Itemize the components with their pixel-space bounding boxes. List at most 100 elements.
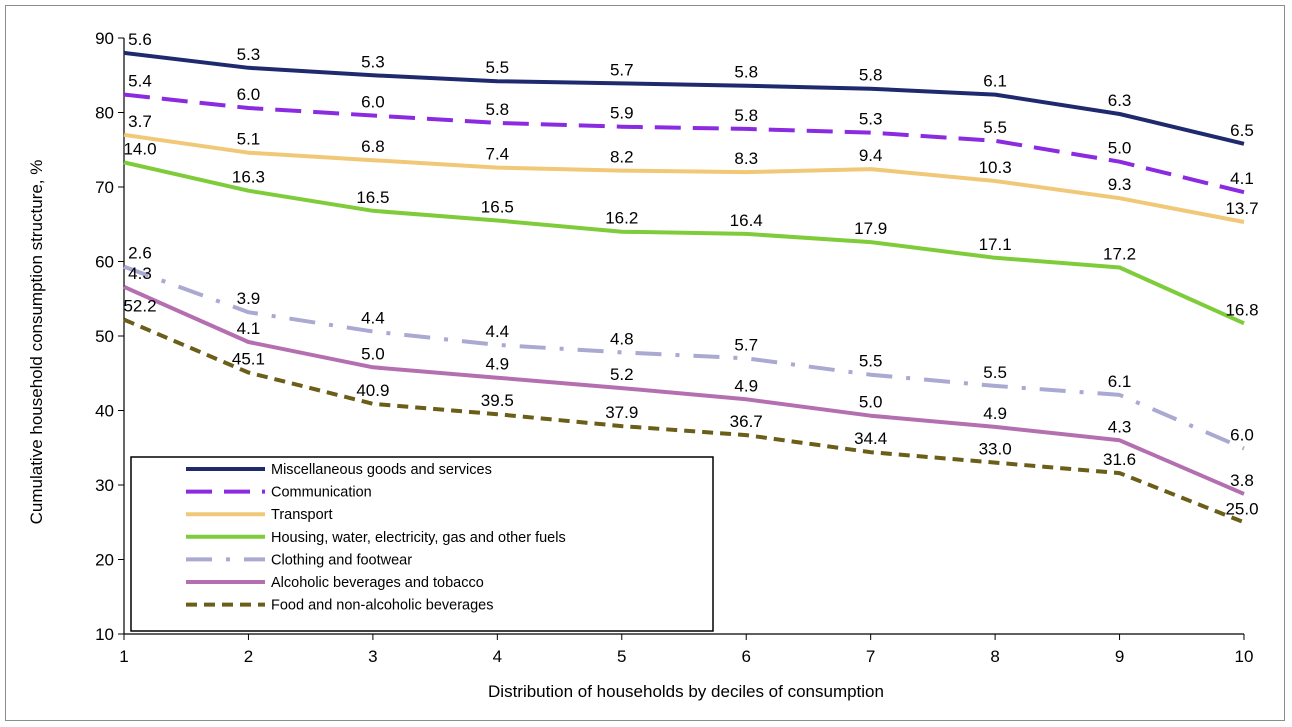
data-label: 4.9 (983, 404, 1007, 423)
data-label: 3.7 (128, 112, 152, 131)
data-label: 5.5 (859, 352, 883, 371)
legend-label: Food and non-alcoholic beverages (271, 598, 493, 614)
legend-label: Clothing and footwear (271, 552, 412, 568)
data-label: 5.0 (361, 344, 385, 363)
data-label: 9.4 (859, 146, 883, 165)
data-label: 5.2 (610, 365, 634, 384)
series-line-4 (123, 264, 1245, 451)
data-label: 5.6 (128, 30, 152, 49)
data-label: 6.1 (1108, 372, 1132, 391)
legend-label: Transport (271, 507, 333, 523)
x-tick-label: 8 (990, 647, 999, 666)
data-label: 31.6 (1103, 450, 1136, 469)
data-label: 3.9 (237, 289, 261, 308)
data-label: 5.5 (486, 58, 510, 77)
data-label: 3.8 (1230, 471, 1254, 490)
data-label: 16.5 (356, 188, 389, 207)
x-axis-title: Distribution of households by deciles of… (488, 682, 884, 701)
y-axis-title: Cumulative household consumption structu… (27, 160, 46, 525)
data-label: 6.3 (1108, 91, 1132, 110)
data-label: 5.9 (610, 104, 634, 123)
data-label: 5.5 (983, 118, 1007, 137)
x-tick-label: 5 (617, 647, 626, 666)
data-label: 6.0 (1230, 425, 1254, 444)
data-label: 6.5 (1230, 121, 1254, 140)
data-label: 14.0 (123, 139, 156, 158)
data-label: 17.1 (979, 235, 1012, 254)
x-tick-label: 10 (1235, 647, 1254, 666)
data-label: 5.7 (610, 60, 634, 79)
data-label: 34.4 (854, 429, 887, 448)
legend-label: Housing, water, electricity, gas and oth… (271, 530, 566, 546)
data-label: 37.9 (605, 403, 638, 422)
data-label: 7.4 (486, 145, 510, 164)
data-label: 52.2 (123, 297, 156, 316)
y-tick-label: 90 (95, 29, 114, 48)
x-tick-label: 7 (866, 647, 875, 666)
x-tick-label: 4 (493, 647, 502, 666)
axes: 10 20 30 40 50 60 70 80 90 1 2 3 4 5 6 7 8 9 10 (95, 29, 1253, 666)
data-label: 5.3 (237, 45, 261, 64)
data-label: 4.4 (486, 322, 510, 341)
data-labels: 5.6 5.3 5.3 5.5 5.7 5.8 5.8 6.1 6.3 6.5 5.4 6.0 6.0 5… (123, 30, 1258, 518)
legend-label: Communication (271, 485, 372, 501)
data-label: 5.5 (983, 363, 1007, 382)
data-label: 5.8 (486, 100, 510, 119)
data-label: 16.2 (605, 209, 638, 228)
data-label: 5.8 (734, 106, 758, 125)
data-label: 9.3 (1108, 175, 1132, 194)
data-label: 16.4 (730, 211, 763, 230)
series-line-3 (123, 160, 1245, 326)
y-tick-label: 60 (95, 253, 114, 272)
y-tick-label: 70 (95, 178, 114, 197)
data-label: 2.6 (128, 244, 152, 263)
data-label: 4.9 (486, 355, 510, 374)
y-tick-label: 80 (95, 104, 114, 123)
chart-frame (5, 5, 1285, 721)
x-tick-label: 9 (1115, 647, 1124, 666)
y-tick-label: 30 (95, 476, 114, 495)
y-tick-label: 40 (95, 402, 114, 421)
series-line-5 (123, 284, 1245, 496)
y-tick-label: 20 (95, 551, 114, 570)
data-label: 4.9 (734, 376, 758, 395)
data-label: 5.4 (128, 72, 152, 91)
data-label: 39.5 (481, 391, 514, 410)
data-label: 6.0 (237, 85, 261, 104)
data-label: 4.1 (237, 319, 261, 338)
data-label: 4.8 (610, 329, 634, 348)
series-line-6 (123, 317, 1245, 525)
legend-box (130, 456, 714, 632)
series-lines (123, 50, 1245, 525)
y-tick-label: 50 (95, 327, 114, 346)
series-line-2 (123, 132, 1245, 224)
data-label: 4.4 (361, 309, 385, 328)
data-label: 16.8 (1225, 300, 1258, 319)
data-label: 45.1 (232, 350, 265, 369)
data-label: 5.0 (1108, 139, 1132, 158)
x-tick-label: 6 (741, 647, 750, 666)
data-label: 6.0 (361, 92, 385, 111)
data-label: 10.3 (979, 158, 1012, 177)
data-label: 5.0 (859, 393, 883, 412)
legend: Miscellaneous goods and services Communic… (130, 456, 714, 632)
x-tick-label: 3 (368, 647, 377, 666)
data-label: 40.9 (356, 381, 389, 400)
data-label: 8.2 (610, 148, 634, 167)
data-label: 5.8 (859, 66, 883, 85)
x-tick-label: 2 (244, 647, 253, 666)
data-label: 17.9 (854, 219, 887, 238)
legend-label: Alcoholic beverages and tobacco (271, 575, 484, 591)
y-tick-label: 10 (95, 625, 114, 644)
data-label: 5.7 (734, 335, 758, 354)
data-label: 5.3 (361, 52, 385, 71)
data-label: 33.0 (979, 440, 1012, 459)
data-label: 16.3 (232, 168, 265, 187)
data-label: 4.3 (128, 264, 152, 283)
data-label: 5.8 (734, 63, 758, 82)
data-label: 25.0 (1225, 499, 1258, 518)
data-label: 36.7 (730, 412, 763, 431)
series-line-0 (123, 50, 1245, 146)
data-label: 5.1 (237, 130, 261, 149)
